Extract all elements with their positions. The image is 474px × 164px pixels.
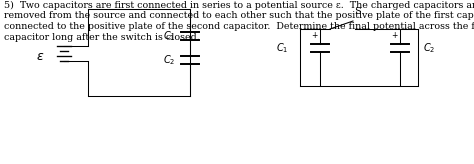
Text: S: S	[355, 7, 361, 16]
Text: $C_2$: $C_2$	[163, 53, 175, 67]
Text: connected to the positive plate of the second capacitor.  Determine the final po: connected to the positive plate of the s…	[4, 22, 474, 31]
Text: +: +	[311, 31, 317, 40]
Text: $C_1$: $C_1$	[275, 41, 288, 55]
Text: capacitor long after the switch is closed.: capacitor long after the switch is close…	[4, 32, 200, 41]
Text: +: +	[391, 31, 397, 40]
Text: $C_2$: $C_2$	[423, 41, 435, 55]
Text: removed from the source and connected to each other such that the positive plate: removed from the source and connected to…	[4, 11, 474, 20]
Text: $C_1$: $C_1$	[163, 29, 175, 43]
Text: $\varepsilon$: $\varepsilon$	[36, 50, 44, 62]
Text: 5)  Two capacitors are first connected in series to a potential source ε.  The c: 5) Two capacitors are first connected in…	[4, 1, 474, 10]
